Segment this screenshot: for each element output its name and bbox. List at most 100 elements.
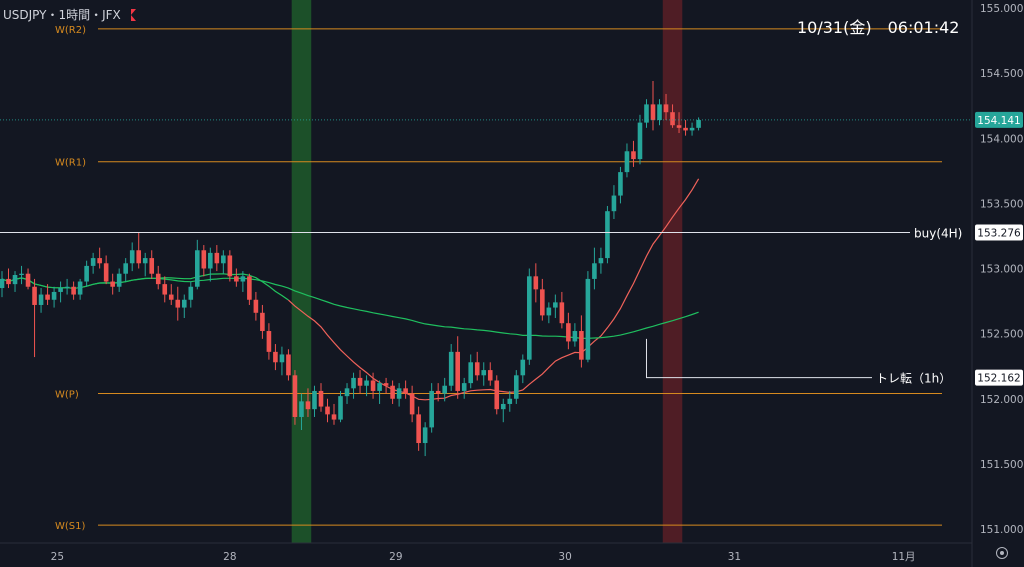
settings-icon[interactable] bbox=[996, 547, 1008, 559]
candle-body bbox=[351, 377, 356, 389]
buy-label: buy(4H) bbox=[914, 227, 962, 241]
buy-price-tag: 153.276 bbox=[977, 228, 1021, 240]
candle-body bbox=[696, 120, 701, 128]
candle-body bbox=[566, 323, 571, 342]
candle-body bbox=[142, 258, 148, 264]
candle-body bbox=[266, 331, 272, 352]
candle-body bbox=[149, 258, 155, 274]
symbol-label[interactable]: USDJPY・1時間・JFX bbox=[3, 8, 121, 22]
chart-header[interactable]: USDJPY・1時間・JFX bbox=[3, 6, 136, 23]
x-tick-label: 25 bbox=[51, 551, 64, 563]
ma-fast-line bbox=[287, 178, 700, 401]
candle-body bbox=[116, 273, 122, 287]
trend-reversal-price-tag-bg bbox=[975, 369, 1023, 386]
current-price-tag: 154.141 bbox=[977, 115, 1020, 127]
candle-body bbox=[370, 380, 376, 391]
candle-body bbox=[331, 414, 337, 420]
candle-body bbox=[123, 263, 128, 274]
candle-body bbox=[663, 104, 669, 113]
candle-body bbox=[208, 252, 213, 269]
highlight-band-green bbox=[291, 0, 312, 543]
candle-body bbox=[51, 291, 57, 300]
candle-body bbox=[631, 151, 636, 160]
trend-reversal-label: トレ転（1h） bbox=[876, 372, 951, 386]
candle-body bbox=[579, 331, 584, 360]
candle-body bbox=[240, 276, 246, 282]
candle-body bbox=[611, 195, 617, 212]
candle-body bbox=[592, 263, 597, 279]
candle-body bbox=[77, 281, 83, 295]
candle-body bbox=[435, 390, 441, 394]
candle-body bbox=[305, 401, 311, 410]
buy-price-tag-bg bbox=[975, 224, 1023, 241]
candle-body bbox=[155, 273, 161, 285]
candle-body bbox=[448, 351, 454, 386]
pivot-levels: W(R2) W(R1) W(P) W(S1) bbox=[55, 25, 942, 532]
candle-body bbox=[481, 370, 487, 376]
price-tags: 154.141 153.276 152.162 bbox=[975, 111, 1023, 386]
y-tick-label: 153.000 bbox=[980, 264, 1023, 276]
candle-body bbox=[357, 377, 363, 386]
x-tick-label: 31 bbox=[728, 551, 741, 563]
flag-icon[interactable] bbox=[130, 8, 136, 21]
candle-body bbox=[527, 276, 532, 360]
x-tick-label: 30 bbox=[558, 551, 571, 563]
candle-body bbox=[520, 359, 526, 376]
y-tick-label: 154.000 bbox=[980, 133, 1023, 145]
time-axis[interactable]: 25 28 29 30 31 11月 bbox=[51, 551, 916, 563]
candle-body bbox=[299, 401, 304, 417]
candle-body bbox=[409, 393, 415, 415]
candle-body bbox=[657, 104, 662, 121]
candle-body bbox=[650, 104, 656, 121]
candle-body bbox=[38, 294, 44, 305]
candle-body bbox=[585, 278, 591, 360]
candle-body bbox=[188, 286, 194, 300]
candle-body bbox=[221, 255, 226, 264]
candle-body bbox=[45, 294, 50, 300]
candle-body bbox=[383, 383, 389, 386]
candle-body bbox=[422, 427, 428, 444]
candle-body bbox=[618, 172, 623, 196]
x-tick-label: 29 bbox=[389, 551, 402, 563]
candle-body bbox=[136, 250, 142, 264]
y-tick-label: 155.000 bbox=[980, 3, 1023, 15]
candle-body bbox=[364, 380, 369, 386]
candle-body bbox=[377, 383, 382, 391]
y-tick-label: 152.500 bbox=[980, 329, 1023, 341]
candle-body bbox=[260, 312, 265, 332]
candle-body bbox=[64, 286, 70, 289]
candle-body bbox=[683, 127, 688, 131]
price-axis[interactable]: 155.000 154.500 154.000 153.500 153.000 152.5… bbox=[980, 3, 1023, 536]
trend-reversal-price-tag: 152.162 bbox=[977, 373, 1020, 385]
candle-body bbox=[559, 302, 565, 324]
candle-body bbox=[500, 403, 506, 410]
candle-body bbox=[0, 278, 5, 289]
candle-body bbox=[234, 276, 239, 282]
candle-body bbox=[344, 388, 350, 397]
candle-body bbox=[513, 375, 519, 399]
clock-display: 10/31(金) 06:01:42 bbox=[797, 18, 960, 37]
candle-body bbox=[468, 362, 474, 384]
candle-body bbox=[474, 362, 480, 376]
candlesticks bbox=[0, 80, 701, 457]
candle-body bbox=[71, 286, 76, 295]
candle-body bbox=[494, 380, 500, 410]
candle-body bbox=[129, 250, 135, 264]
candle-body bbox=[90, 258, 96, 266]
candle-body bbox=[247, 276, 252, 300]
candle-body bbox=[6, 278, 11, 285]
candle-body bbox=[429, 390, 434, 428]
highlight-band-red bbox=[662, 0, 683, 543]
candle-body bbox=[533, 276, 539, 290]
candle-body bbox=[312, 390, 317, 410]
candle-body bbox=[605, 211, 610, 259]
annotation-lines: buy(4H) トレ転（1h） bbox=[0, 119, 972, 386]
candle-body bbox=[12, 275, 18, 285]
pivot-label: W(R2) bbox=[55, 25, 86, 36]
candle-body bbox=[670, 112, 675, 126]
candle-body bbox=[103, 263, 109, 282]
trend-reversal-line bbox=[645, 338, 872, 379]
candle-body bbox=[175, 299, 181, 308]
candle-body bbox=[19, 273, 24, 276]
